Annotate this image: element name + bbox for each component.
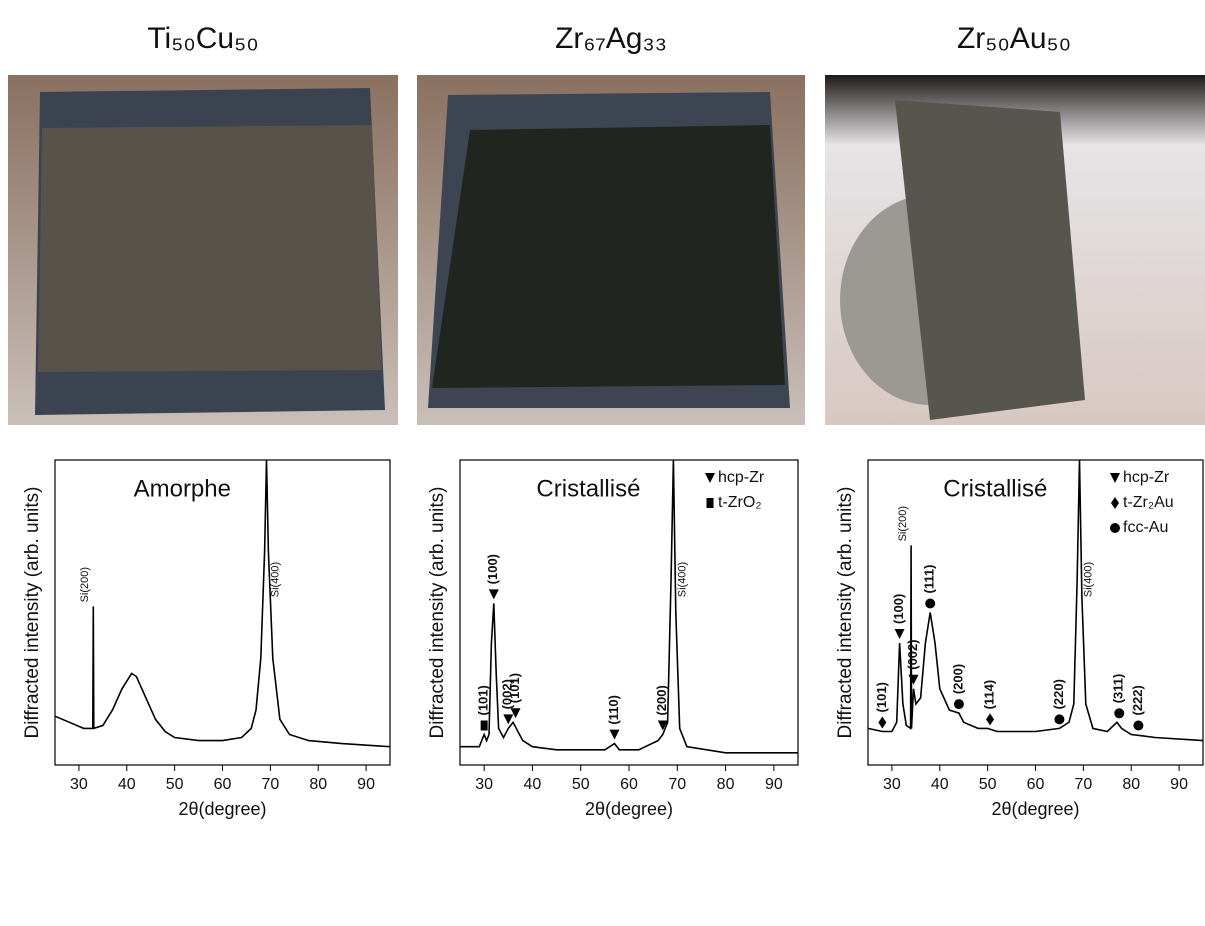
- chart-title: Zr₅₀Au₅₀: [957, 22, 1071, 55]
- reference-label: Si(200): [79, 567, 91, 602]
- peak-label: (200): [654, 685, 669, 715]
- legend-label: fcc-Au: [1123, 519, 1168, 536]
- peak-label: (101): [507, 673, 522, 703]
- peak-label: (200): [950, 664, 965, 694]
- x-tick-label: 30: [475, 776, 493, 793]
- peak-marker: [894, 629, 905, 639]
- legend-label: hcp-Zr: [1123, 469, 1170, 486]
- x-axis-label: 2θ(degree): [585, 799, 673, 819]
- x-tick-label: 40: [118, 776, 136, 793]
- peak-label: (114): [981, 680, 996, 710]
- data-line: [460, 459, 798, 754]
- reference-label: Si(200): [897, 506, 909, 541]
- peak-label: (101): [874, 682, 889, 712]
- y-axis-label: Diffracted intensity (arb. units): [835, 486, 856, 738]
- peak-marker: [510, 708, 521, 719]
- y-axis-label: Diffracted intensity (arb. units): [427, 486, 448, 738]
- state-label: Cristallisé: [536, 475, 640, 502]
- reference-label: Si(400): [676, 562, 688, 597]
- plot-frame: [54, 459, 391, 766]
- x-tick-label: 70: [668, 776, 686, 793]
- x-tick-label: 30: [70, 776, 88, 793]
- peak-marker: [878, 716, 887, 729]
- photo-1: [8, 75, 398, 425]
- legend-label: t-ZrO₂: [718, 494, 762, 511]
- peak-marker: [503, 714, 514, 725]
- data-line: [867, 459, 1204, 742]
- legend-marker: [705, 473, 715, 483]
- legend-marker: [1110, 523, 1120, 533]
- peak-marker: [986, 713, 995, 726]
- legend-label: t-Zr₂Au: [1123, 494, 1174, 511]
- peak-marker: [1054, 714, 1065, 725]
- x-tick-label: 90: [765, 776, 783, 793]
- peak-marker: [908, 674, 919, 685]
- peak-label: (002): [905, 639, 920, 669]
- x-tick-label: 90: [1170, 776, 1188, 793]
- x-tick-label: 80: [309, 776, 327, 793]
- x-tick-label: 80: [717, 776, 735, 793]
- x-tick-label: 50: [166, 776, 184, 793]
- x-tick-label: 30: [883, 776, 901, 793]
- x-axis-label: 2θ(degree): [991, 799, 1079, 819]
- peak-marker: [488, 589, 499, 600]
- legend-label: hcp-Zr: [718, 469, 765, 486]
- x-tick-label: 60: [1027, 776, 1045, 793]
- reference-label: Si(400): [1082, 562, 1094, 597]
- x-tick-label: 70: [261, 776, 279, 793]
- y-axis-label: Diffracted intensity (arb. units): [22, 486, 43, 738]
- x-axis-label: 2θ(degree): [178, 799, 266, 819]
- peak-marker: [609, 729, 620, 740]
- x-tick-label: 70: [1074, 776, 1092, 793]
- x-tick-label: 60: [620, 776, 638, 793]
- x-tick-label: 50: [572, 776, 590, 793]
- peak-marker: [925, 598, 936, 609]
- state-label: Amorphe: [134, 475, 231, 502]
- photo-2: [417, 75, 805, 425]
- peak-marker: [953, 699, 964, 710]
- peak-label: (100): [485, 554, 500, 584]
- reference-label: Si(400): [269, 562, 281, 597]
- chart-title: Ti₅₀Cu₅₀: [147, 22, 258, 55]
- charts: Ti₅₀Cu₅₀ 30 40 50 60 70 80 90 2θ(degree) Diffract…: [22, 22, 1204, 819]
- chart-title: Zr₆₇Ag₃₃: [555, 22, 667, 55]
- peak-label: (002): [500, 679, 515, 709]
- photo-3: [825, 75, 1205, 425]
- peak-marker: [657, 720, 668, 731]
- data-line: [54, 459, 391, 748]
- legend-marker: [1111, 497, 1119, 509]
- peak-label: (111): [922, 565, 937, 594]
- peak-label: (101): [476, 685, 491, 715]
- peak-marker: [480, 720, 488, 731]
- x-tick-label: 50: [979, 776, 997, 793]
- state-label: Cristallisé: [943, 475, 1047, 502]
- peak-label: (110): [606, 695, 621, 725]
- peak-label: (311): [1111, 674, 1126, 704]
- peak-label: (220): [1051, 679, 1066, 709]
- peak-marker: [1114, 708, 1125, 719]
- x-tick-label: 80: [1122, 776, 1140, 793]
- x-tick-label: 90: [357, 776, 375, 793]
- x-tick-label: 40: [931, 776, 949, 793]
- peak-label: (100): [891, 594, 906, 624]
- x-tick-label: 60: [214, 776, 232, 793]
- legend-marker: [706, 498, 714, 508]
- peak-label: (222): [1130, 685, 1145, 715]
- peak-marker: [1133, 720, 1144, 731]
- legend-marker: [1110, 473, 1120, 483]
- x-tick-label: 40: [524, 776, 542, 793]
